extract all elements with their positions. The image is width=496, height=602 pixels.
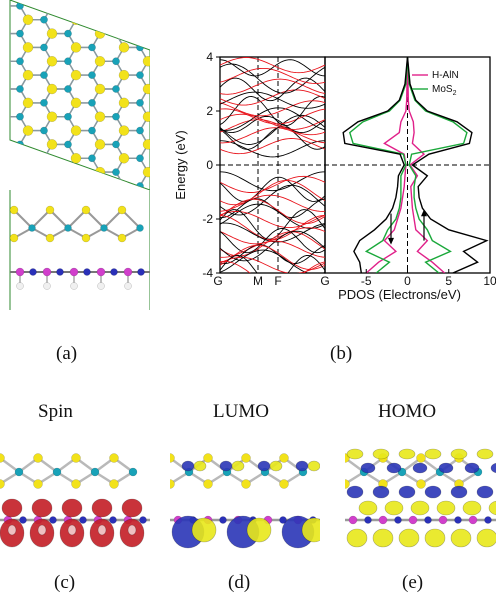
- homo-isosurface-yellow: [488, 500, 496, 516]
- homo-isosurface-yellow: [346, 528, 368, 548]
- homo-isosurface-blue: [398, 485, 416, 499]
- spin-header: Spin: [38, 401, 73, 422]
- panel-label-c: (c): [54, 572, 76, 593]
- kpoint-label: F: [274, 274, 281, 288]
- homo-isosurface-yellow: [476, 448, 494, 460]
- x-tick-label: 10: [483, 274, 496, 288]
- kpoint-label: M: [253, 274, 263, 288]
- homo-isosurface-blue: [424, 485, 442, 499]
- spin-isosurface: [31, 498, 53, 518]
- spin-isosurface: [91, 498, 113, 518]
- lumo-isosurface-blue: [181, 460, 195, 472]
- lumo-isosurface-yellow: [231, 460, 245, 472]
- lumo-isosurface-yellow: [269, 460, 283, 472]
- homo-isosurface-yellow: [476, 528, 496, 548]
- homo-isosurface-yellow: [424, 448, 442, 460]
- kpoint-label: G: [320, 274, 329, 288]
- spin-isosurface: [121, 498, 143, 518]
- y-tick-label: 4: [206, 50, 213, 64]
- pdos-mos2-up: [406, 57, 468, 273]
- spin-density-render: [0, 453, 150, 548]
- pdos-h-aln-up: [406, 57, 446, 273]
- homo-header: HOMO: [378, 401, 437, 422]
- lumo-isosurface-yellow: [307, 460, 320, 472]
- honeycomb-lattice: [10, 0, 150, 190]
- y-tick-label: 2: [206, 104, 213, 118]
- homo-isosurface-yellow: [424, 528, 446, 548]
- homo-isosurface-blue: [438, 462, 454, 474]
- pdos-mos2-down: [348, 57, 409, 273]
- homo-isosurface-yellow: [462, 500, 482, 516]
- homo-isosurface-blue: [412, 462, 428, 474]
- homo-isosurface-yellow: [398, 528, 420, 548]
- spin-isosurface: [1, 498, 23, 518]
- homo-isosurface-yellow: [410, 500, 430, 516]
- homo-isosurface-yellow: [384, 500, 404, 516]
- kpoint-label: G: [213, 274, 222, 288]
- homo-isosurface-yellow: [398, 448, 416, 460]
- lumo-isosurface-yellow: [246, 517, 272, 543]
- homo-isosurface-yellow: [436, 500, 456, 516]
- panel-label-b: (b): [330, 343, 353, 364]
- homo-isosurface-yellow: [450, 528, 472, 548]
- homo-isosurface-blue: [490, 462, 496, 474]
- x-tick-label: 5: [445, 274, 452, 288]
- homo-isosurface-blue: [346, 485, 364, 499]
- x-tick-label: 0: [404, 274, 411, 288]
- lumo-isosurface-yellow: [193, 460, 207, 472]
- homo-render: [345, 448, 496, 548]
- homo-isosurface-yellow: [346, 448, 364, 460]
- homo-isosurface-blue: [386, 462, 402, 474]
- homo-isosurface-yellow: [372, 528, 394, 548]
- unit-cell-outline: [9, 0, 150, 190]
- lumo-render: [170, 453, 320, 549]
- homo-isosurface-yellow: [372, 448, 390, 460]
- homo-isosurface-blue: [476, 485, 494, 499]
- x-axis-label: PDOS (Electrons/eV): [338, 287, 461, 302]
- homo-isosurface-yellow: [450, 448, 468, 460]
- pdos-curves: [342, 57, 489, 273]
- homo-isosurface-yellow: [358, 500, 378, 516]
- lumo-isosurface-blue: [295, 460, 309, 472]
- panel-label-a: (a): [56, 343, 78, 364]
- spin-isosurface: [61, 498, 83, 518]
- homo-isosurface-blue: [360, 462, 376, 474]
- lumo-header: LUMO: [213, 401, 269, 422]
- lumo-isosurface-yellow: [301, 517, 320, 543]
- panel-label-d: (d): [228, 572, 251, 593]
- pdos-total-down: [342, 57, 409, 273]
- y-tick-label: -2: [202, 212, 213, 226]
- legend-label-hal: H-AlN: [432, 70, 459, 81]
- pdos-h-aln-down: [365, 57, 409, 273]
- lumo-isosurface-blue: [257, 460, 271, 472]
- y-tick-label: 0: [206, 158, 213, 172]
- panel-label-e: (e): [402, 572, 424, 593]
- x-tick-label: -5: [361, 274, 372, 288]
- band-structure-lines: [220, 57, 325, 273]
- side-view-structure: [9, 190, 150, 310]
- lumo-isosurface-yellow: [191, 517, 217, 543]
- homo-isosurface-blue: [464, 462, 480, 474]
- homo-isosurface-blue: [372, 485, 390, 499]
- y-axis-label: Energy (eV): [173, 130, 188, 199]
- legend-label-mos2: MoS2: [432, 84, 457, 97]
- pdos-total-up: [406, 57, 489, 273]
- homo-isosurface-blue: [450, 485, 468, 499]
- y-tick-label: -4: [202, 266, 213, 280]
- top-view-structure: [9, 0, 150, 190]
- lumo-isosurface-blue: [219, 460, 233, 472]
- legend: H-AlN MoS2: [412, 70, 459, 97]
- band-pdos-chart: -4 -2 0 2 4 Energy (eV) G M F G -5 0 5 10 PDOS (Electr…: [173, 50, 496, 302]
